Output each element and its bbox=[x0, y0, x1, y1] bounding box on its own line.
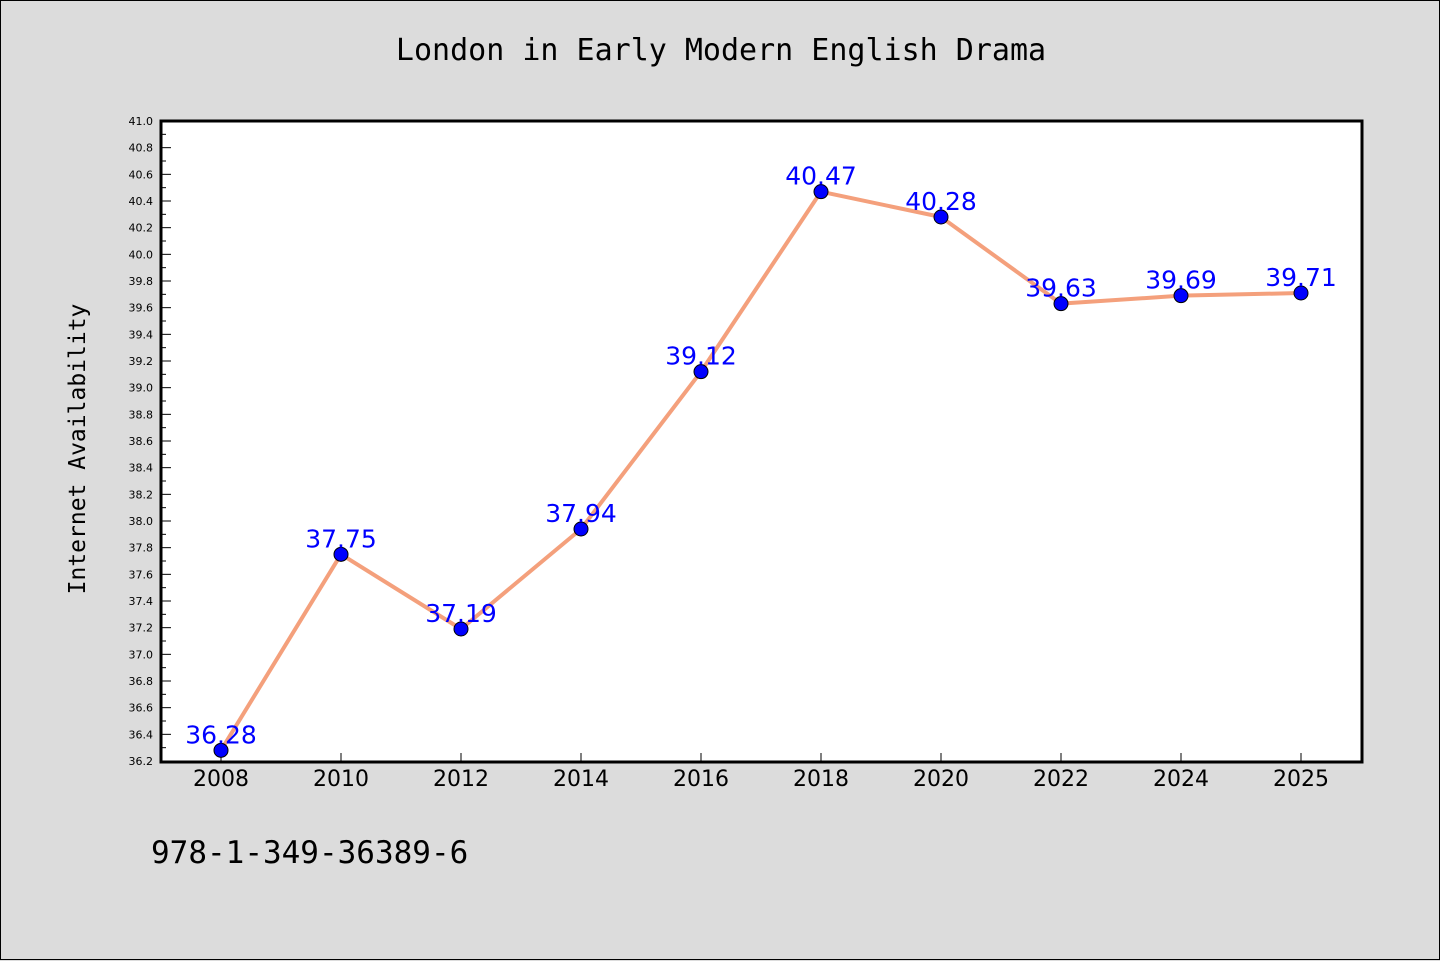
y-tick-label: 36.8 bbox=[129, 675, 154, 688]
series-line bbox=[219, 189, 1302, 752]
y-tick-label: 41.0 bbox=[129, 115, 154, 128]
y-axis-title: Internet Availability bbox=[65, 304, 91, 595]
data-label: 39.69 bbox=[1145, 266, 1217, 295]
x-tick-label: 2025 bbox=[1273, 767, 1329, 792]
data-labels-group: 36.28 37.75 37.19 37.94 39.12 40.47 40.28 39.63… bbox=[185, 162, 1337, 750]
y-tick-label: 36.6 bbox=[129, 702, 154, 715]
data-label: 39.71 bbox=[1265, 263, 1337, 292]
y-tick-label: 39.0 bbox=[129, 382, 154, 395]
y-tick-label: 38.4 bbox=[129, 462, 154, 475]
data-point bbox=[213, 742, 229, 758]
x-tick-label: 2010 bbox=[313, 767, 369, 792]
y-tick-label: 37.8 bbox=[129, 542, 154, 555]
x-tick-label: 2022 bbox=[1033, 767, 1089, 792]
data-label: 37.94 bbox=[545, 499, 617, 528]
data-point bbox=[333, 546, 349, 562]
data-point bbox=[573, 521, 589, 537]
x-tick-label: 2008 bbox=[193, 767, 249, 792]
y-tick-label: 40.6 bbox=[129, 168, 154, 181]
y-tick-label: 36.2 bbox=[129, 755, 154, 768]
x-tick-label: 2018 bbox=[793, 767, 849, 792]
y-tick-label: 39.2 bbox=[129, 355, 154, 368]
y-tick-label: 40.2 bbox=[129, 222, 154, 235]
y-tick-label: 39.4 bbox=[129, 328, 154, 341]
y-tick-label: 37.2 bbox=[129, 622, 154, 635]
series-line-group bbox=[219, 189, 1302, 752]
data-point bbox=[1293, 285, 1309, 301]
data-label: 36.28 bbox=[185, 720, 257, 749]
plot-area bbox=[159, 119, 1364, 764]
chart-title: London in Early Modern English Drama bbox=[395, 33, 1047, 68]
y-tick-label: 40.4 bbox=[129, 195, 154, 208]
x-tick-label: 2012 bbox=[433, 767, 489, 792]
y-tick-label: 38.2 bbox=[129, 488, 154, 501]
data-label: 40.47 bbox=[785, 162, 857, 191]
x-tick-label: 2024 bbox=[1153, 767, 1209, 792]
y-tick-label: 37.0 bbox=[129, 648, 154, 661]
y-tick-label: 39.6 bbox=[129, 302, 154, 315]
data-point bbox=[693, 364, 709, 380]
data-point bbox=[1173, 288, 1189, 304]
data-label: 37.19 bbox=[425, 599, 497, 628]
y-tick-label: 38.8 bbox=[129, 408, 154, 421]
y-axis: 36.2 36.4 36.6 36.8 37.0 37.2 37.4 37.6 37.8 38.0… bbox=[129, 115, 171, 768]
y-tick-label: 37.6 bbox=[129, 568, 154, 581]
x-tick-label: 2016 bbox=[673, 767, 729, 792]
data-point bbox=[1053, 296, 1069, 312]
y-tick-label: 40.8 bbox=[129, 142, 154, 155]
footer-id: 978-1-349-36389-6 bbox=[151, 835, 469, 871]
y-tick-label: 36.4 bbox=[129, 728, 154, 741]
x-tick-label: 2014 bbox=[553, 767, 609, 792]
data-point bbox=[453, 621, 469, 637]
y-tick-label: 39.8 bbox=[129, 275, 154, 288]
y-tick-label: 37.4 bbox=[129, 595, 154, 608]
data-point bbox=[813, 184, 829, 200]
y-tick-label: 40.0 bbox=[129, 248, 154, 261]
x-axis: 2008 2010 2012 2014 2016 2018 2020 2022 2024 2025 bbox=[193, 753, 1329, 792]
data-label: 39.63 bbox=[1025, 274, 1097, 303]
y-tick-label: 38.6 bbox=[129, 435, 154, 448]
y-tick-label: 38.0 bbox=[129, 515, 154, 528]
series-points-group bbox=[213, 184, 1309, 758]
x-tick-label: 2020 bbox=[913, 767, 969, 792]
data-label: 39.12 bbox=[665, 342, 737, 371]
data-label: 37.75 bbox=[305, 524, 377, 553]
data-label: 40.28 bbox=[905, 187, 977, 216]
data-point bbox=[933, 209, 949, 225]
